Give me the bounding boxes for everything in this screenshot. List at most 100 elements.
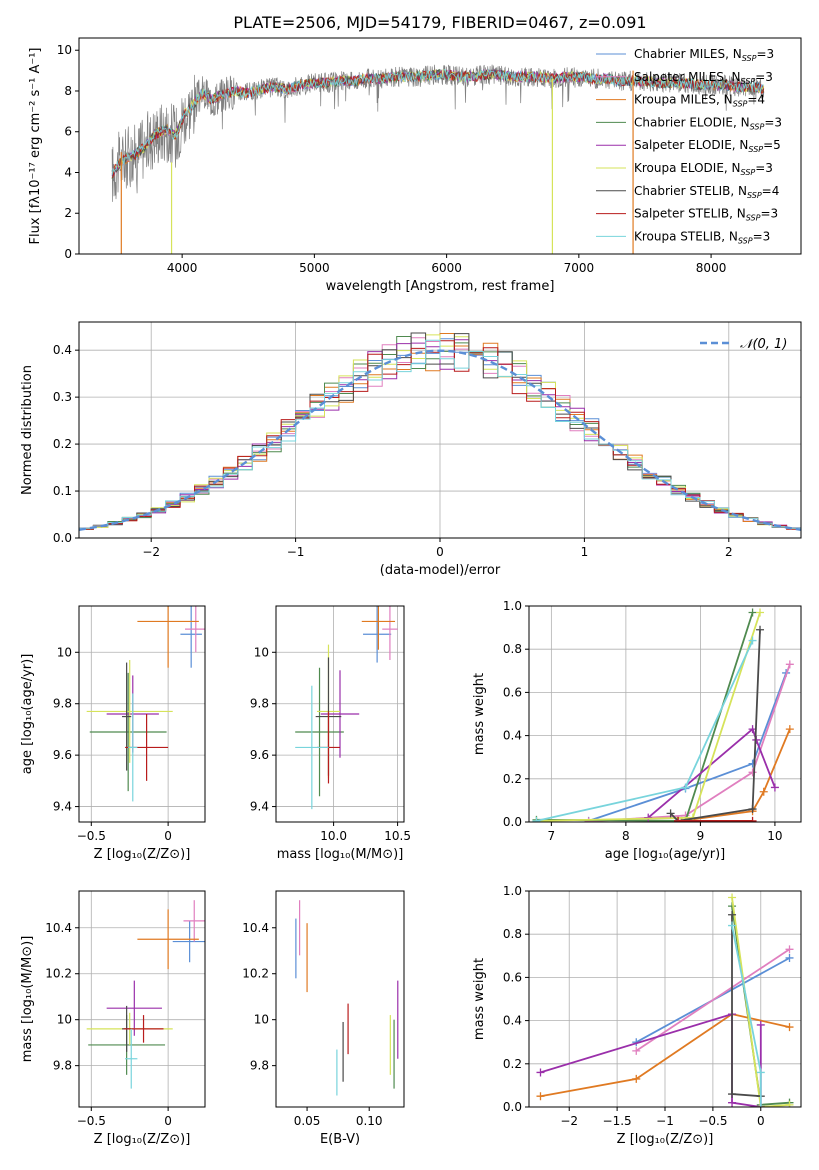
x-axis-label: mass [log₁₀(M/M⊙)]: [277, 847, 404, 862]
x-tick-label: 0: [164, 1114, 172, 1128]
x-tick-label: 10.5: [384, 829, 411, 843]
series-chabrier-elodie: [536, 612, 754, 822]
x-tick-label: 7000: [564, 261, 595, 275]
x-tick-label: 7: [548, 829, 556, 843]
y-tick-label: 9.4: [250, 800, 269, 814]
y-tick-label: 9.8: [53, 697, 72, 711]
plot-area: [79, 332, 801, 531]
axes-frame: [528, 605, 802, 823]
y-tick-label: 10: [254, 1013, 269, 1027]
y-axis-label: mass [log₁₀(M/M⊙)]: [20, 936, 35, 1063]
data-point-salpeter-stelib: [123, 1015, 164, 1043]
series-marker: [756, 608, 765, 617]
panel-mass_vs_ebv: 0.05 0.10 9.8 10 10.2 10.4 E(B-V): [242, 890, 405, 1147]
legend-label: Salpeter ELODIE, NSSP=5: [634, 138, 781, 154]
series-marker: [785, 1023, 794, 1032]
plot-area: [536, 893, 794, 1107]
series-marker: [785, 953, 794, 962]
series-kroupa-miles: [681, 728, 791, 822]
series-marker: [748, 608, 757, 617]
series-marker: [756, 625, 765, 634]
data-point-salpeter-miles: [183, 900, 205, 942]
x-tick-label: 0: [436, 545, 444, 559]
series-marker: [632, 1074, 641, 1083]
y-tick-label: 0.8: [503, 642, 522, 656]
series-marker: [756, 1020, 765, 1029]
legend-label: Chabrier MILES, NSSP=3: [634, 47, 774, 63]
y-tick-label: 0.0: [53, 531, 72, 545]
axes-frame: [528, 890, 802, 1108]
data-point-chabrier-elodie: [295, 667, 344, 797]
y-tick-label: 10.2: [242, 967, 269, 981]
y-tick-label: 0.2: [53, 437, 72, 451]
plot-area: [532, 608, 794, 822]
y-tick-label: 10.2: [45, 967, 72, 981]
series-marker: [759, 787, 768, 796]
legend-label: Salpeter MILES, NSSP=3: [634, 70, 773, 86]
data-point-kroupa-miles: [137, 606, 199, 668]
axes-frame: [275, 890, 405, 1108]
series-marker: [632, 1046, 641, 1055]
y-tick-label: 9.4: [53, 800, 72, 814]
x-axis-label: Z [log₁₀(Z/Z⊙)]: [94, 1132, 191, 1147]
x-axis-label: age [log₁₀(age/yr)]: [605, 847, 726, 862]
legend-label: Kroupa MILES, NSSP=4: [634, 93, 765, 109]
data-point-chabrier-stelib: [122, 662, 132, 771]
panel-age_vs_Z: −0.5 0 9.4 9.6 9.8 10 Z [log₁₀(Z/Z⊙)] age [log₁…: [20, 605, 206, 862]
y-axis-label: Normed distribution: [20, 365, 35, 495]
y-tick-label: 9.8: [53, 1059, 72, 1073]
gaussian-curve: [79, 349, 801, 531]
y-tick-label: 10: [57, 1013, 72, 1027]
panel-residuals: −2 −1 0 1 2 0.0 0.1 0.2 0.3 0.4 (data-model)/error…: [20, 321, 802, 578]
series-marker: [748, 768, 757, 777]
panel-mass_vs_Z: −0.5 0 9.8 10 10.2 10.4 Z [log₁₀(Z/Z⊙)] mass [l…: [20, 890, 206, 1147]
y-tick-label: 0.0: [503, 1100, 522, 1114]
x-axis-label: E(B-V): [320, 1132, 360, 1147]
series-marker: [584, 817, 593, 822]
y-tick-label: 9.6: [53, 748, 72, 762]
y-tick-label: 0.2: [503, 1057, 522, 1071]
axes-frame: [78, 890, 206, 1108]
series-marker: [785, 1100, 794, 1107]
x-tick-label: −0.5: [77, 1114, 106, 1128]
legend-label: Chabrier STELIB, NSSP=4: [634, 184, 779, 200]
series-marker: [785, 945, 794, 954]
data-point-chabrier-elodie: [89, 672, 167, 792]
y-axis-label: mass weight: [472, 958, 487, 1040]
data-point-salpeter-elodie: [106, 980, 162, 1036]
series-marker: [748, 816, 757, 822]
legend-label: Salpeter STELIB, NSSP=3: [634, 207, 778, 223]
series-marker: [785, 660, 794, 669]
y-tick-label: 2: [64, 206, 72, 220]
axes-frame: [78, 321, 802, 539]
series-marker: [532, 816, 541, 822]
x-tick-label: 10.0: [320, 829, 347, 843]
x-tick-label: −1.5: [603, 1114, 632, 1128]
data-point-salpeter-elodie: [320, 670, 360, 758]
plot-area: [295, 606, 398, 810]
x-tick-label: −0.5: [77, 829, 106, 843]
x-tick-label: 0: [757, 1114, 765, 1128]
y-tick-label: 8: [64, 84, 72, 98]
data-point-kroupa-stelib: [295, 685, 329, 810]
y-tick-label: 10.4: [242, 921, 269, 935]
y-tick-label: 9.8: [250, 1059, 269, 1073]
x-tick-label: 0: [164, 829, 172, 843]
x-tick-label: 5000: [299, 261, 330, 275]
x-tick-label: 4000: [167, 261, 198, 275]
y-tick-label: 0.6: [503, 970, 522, 984]
y-tick-label: 0.4: [53, 343, 72, 357]
axes-frame: [78, 37, 802, 255]
panel-spectrum: 4000 5000 6000 7000 8000 0 2 4 6 8 10 wavelength [A…: [28, 37, 802, 294]
series-marker: [536, 1068, 545, 1077]
histogram-6: [79, 332, 801, 529]
y-tick-label: 9.8: [250, 697, 269, 711]
axes-frame: [78, 605, 206, 823]
series-marker: [785, 725, 794, 734]
model-spectrum-8: [111, 68, 764, 175]
y-tick-label: 1.0: [503, 884, 522, 898]
series-marker: [748, 636, 757, 645]
series-marker: [666, 809, 675, 818]
data-point-kroupa-miles: [137, 909, 199, 970]
